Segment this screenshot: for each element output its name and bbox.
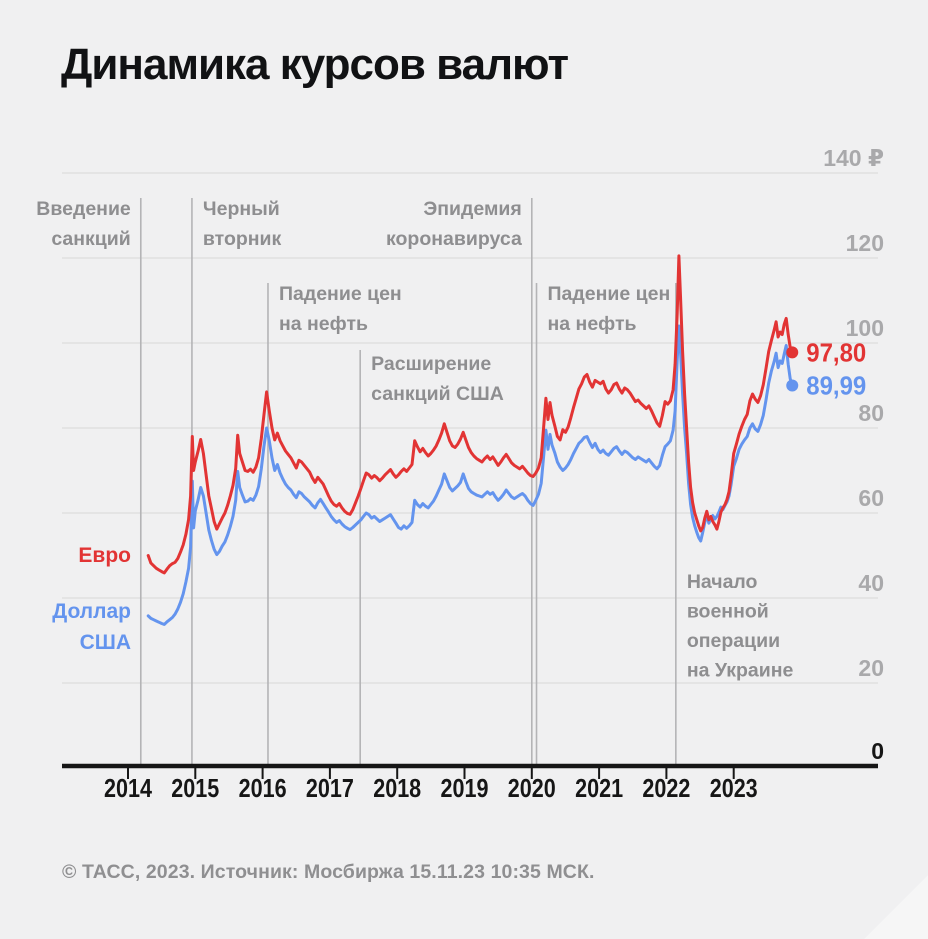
annotation-text-black-tuesday: Черный (203, 198, 280, 220)
y-tick-label-60: 60 (858, 485, 884, 511)
series-label-euro: Евро (78, 544, 131, 567)
x-tick-label-2021: 2021 (575, 773, 623, 803)
annotation-text-us-sanctions-2017: санкций США (371, 383, 504, 405)
y-tick-label-100: 100 (846, 315, 884, 341)
annotation-text-covid-2020: коронавируса (386, 228, 522, 250)
series-label-usd: США (80, 631, 131, 654)
source-caption: © ТАСС, 2023. Источник: Мосбиржа 15.11.2… (62, 861, 595, 883)
annotation-text-covid-2020: Эпидемия (423, 198, 521, 220)
usd-end-dot (786, 379, 799, 392)
x-tick-label-2015: 2015 (171, 773, 219, 803)
euro-current-value: 97,80 (806, 337, 866, 367)
usd-current-value: 89,99 (806, 371, 866, 401)
euro-end-dot (786, 346, 799, 359)
annotation-text-war-2022: военной (687, 601, 769, 623)
annotation-text-oil-drop-2020: Падение цен (548, 283, 671, 305)
y-tick-label-140: 140 ₽ (823, 145, 884, 171)
x-tick-label-2019: 2019 (441, 773, 489, 803)
annotation-text-war-2022: Начало (687, 571, 758, 593)
annotation-text-sanctions-2014: Введение (36, 198, 131, 220)
corner-fold-decoration (864, 875, 928, 939)
y-tick-label-40: 40 (858, 570, 884, 596)
x-tick-label-2016: 2016 (239, 773, 287, 803)
x-tick-label-2017: 2017 (306, 773, 354, 803)
x-tick-label-2022: 2022 (642, 773, 690, 803)
euro-line (146, 254, 794, 575)
annotation-text-sanctions-2014: санкций (51, 228, 130, 250)
x-tick-label-2023: 2023 (710, 773, 758, 803)
usd-line (146, 324, 794, 626)
annotation-text-oil-drop-2020: на нефть (548, 313, 637, 335)
x-tick-label-2014: 2014 (104, 773, 152, 803)
series-label-usd: Доллар (52, 600, 131, 623)
y-tick-label-20: 20 (858, 655, 884, 681)
x-tick-label-2018: 2018 (373, 773, 421, 803)
annotation-text-us-sanctions-2017: Расширение (371, 353, 491, 375)
y-tick-label-120: 120 (846, 230, 884, 256)
annotation-text-black-tuesday: вторник (203, 228, 282, 250)
x-tick-label-2020: 2020 (508, 773, 556, 803)
annotation-text-oil-drop-2016: на нефть (279, 313, 368, 335)
y-tick-label-80: 80 (858, 400, 884, 426)
annotation-text-war-2022: на Украине (687, 660, 794, 682)
page-title: Динамика курсов валют (61, 40, 569, 89)
annotation-text-war-2022: операции (687, 630, 780, 652)
y-tick-label-0: 0 (871, 738, 884, 764)
annotation-text-oil-drop-2016: Падение цен (279, 283, 402, 305)
